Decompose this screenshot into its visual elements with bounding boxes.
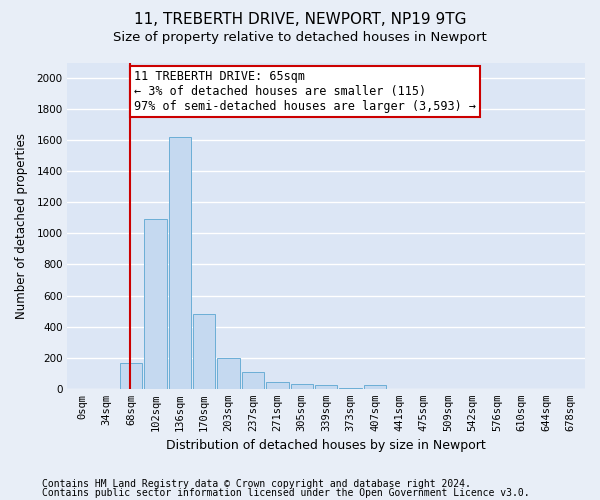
- Bar: [144, 220, 167, 389]
- Y-axis label: Number of detached properties: Number of detached properties: [15, 132, 28, 318]
- Bar: [340, 388, 362, 389]
- Bar: [242, 372, 264, 389]
- Bar: [119, 363, 142, 389]
- Text: 11, TREBERTH DRIVE, NEWPORT, NP19 9TG: 11, TREBERTH DRIVE, NEWPORT, NP19 9TG: [134, 12, 466, 28]
- Bar: [364, 386, 386, 389]
- Bar: [315, 386, 337, 389]
- Text: Contains HM Land Registry data © Crown copyright and database right 2024.: Contains HM Land Registry data © Crown c…: [42, 479, 471, 489]
- X-axis label: Distribution of detached houses by size in Newport: Distribution of detached houses by size …: [166, 440, 486, 452]
- Bar: [193, 314, 215, 389]
- Bar: [217, 358, 240, 389]
- Bar: [266, 382, 289, 389]
- Text: Contains public sector information licensed under the Open Government Licence v3: Contains public sector information licen…: [42, 488, 530, 498]
- Bar: [290, 384, 313, 389]
- Text: Size of property relative to detached houses in Newport: Size of property relative to detached ho…: [113, 31, 487, 44]
- Text: 11 TREBERTH DRIVE: 65sqm
← 3% of detached houses are smaller (115)
97% of semi-d: 11 TREBERTH DRIVE: 65sqm ← 3% of detache…: [134, 70, 476, 114]
- Bar: [169, 137, 191, 389]
